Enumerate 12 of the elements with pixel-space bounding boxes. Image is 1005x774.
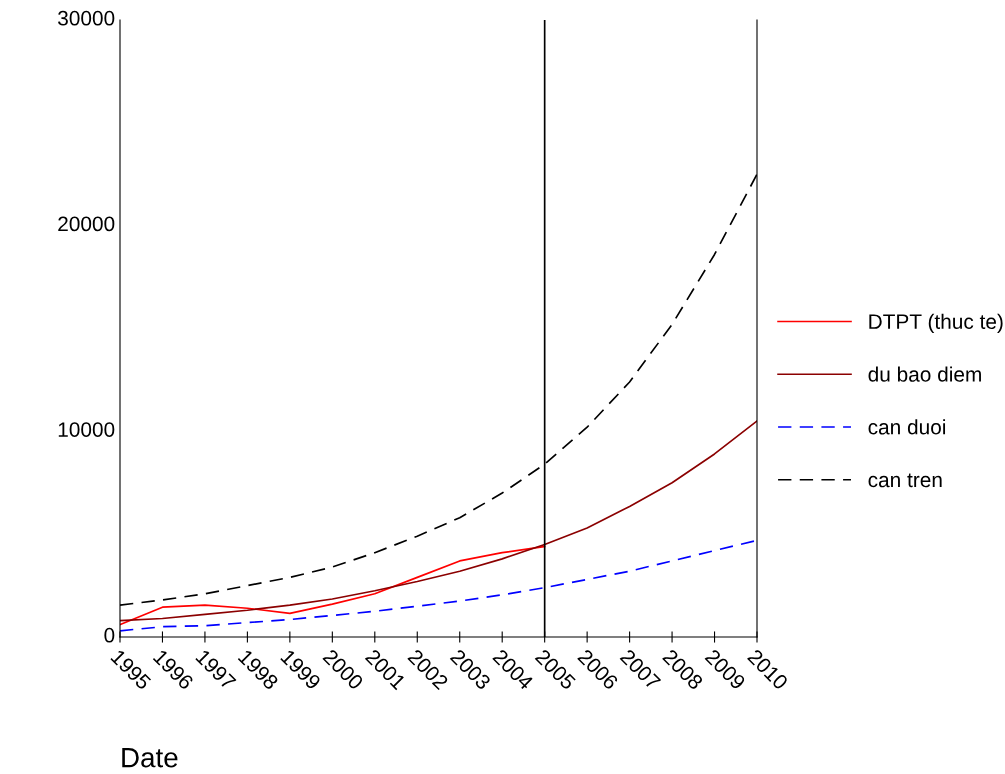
legend-label: DTPT (thuc te) (869, 313, 1003, 334)
line-series (120, 420, 757, 622)
x-axis-title: Date (122, 748, 178, 768)
line-series (120, 539, 757, 632)
legend-label: can duoi (868, 419, 946, 435)
y-tick-label: 20000 (58, 216, 115, 232)
y-tick-label: 0 (104, 627, 115, 643)
legend-label: can tren (868, 473, 942, 488)
line-series (120, 545, 546, 626)
y-tick-label: 30000 (58, 10, 115, 26)
legend-label: du bao diem (868, 366, 981, 382)
y-tick-label: 10000 (58, 422, 115, 437)
